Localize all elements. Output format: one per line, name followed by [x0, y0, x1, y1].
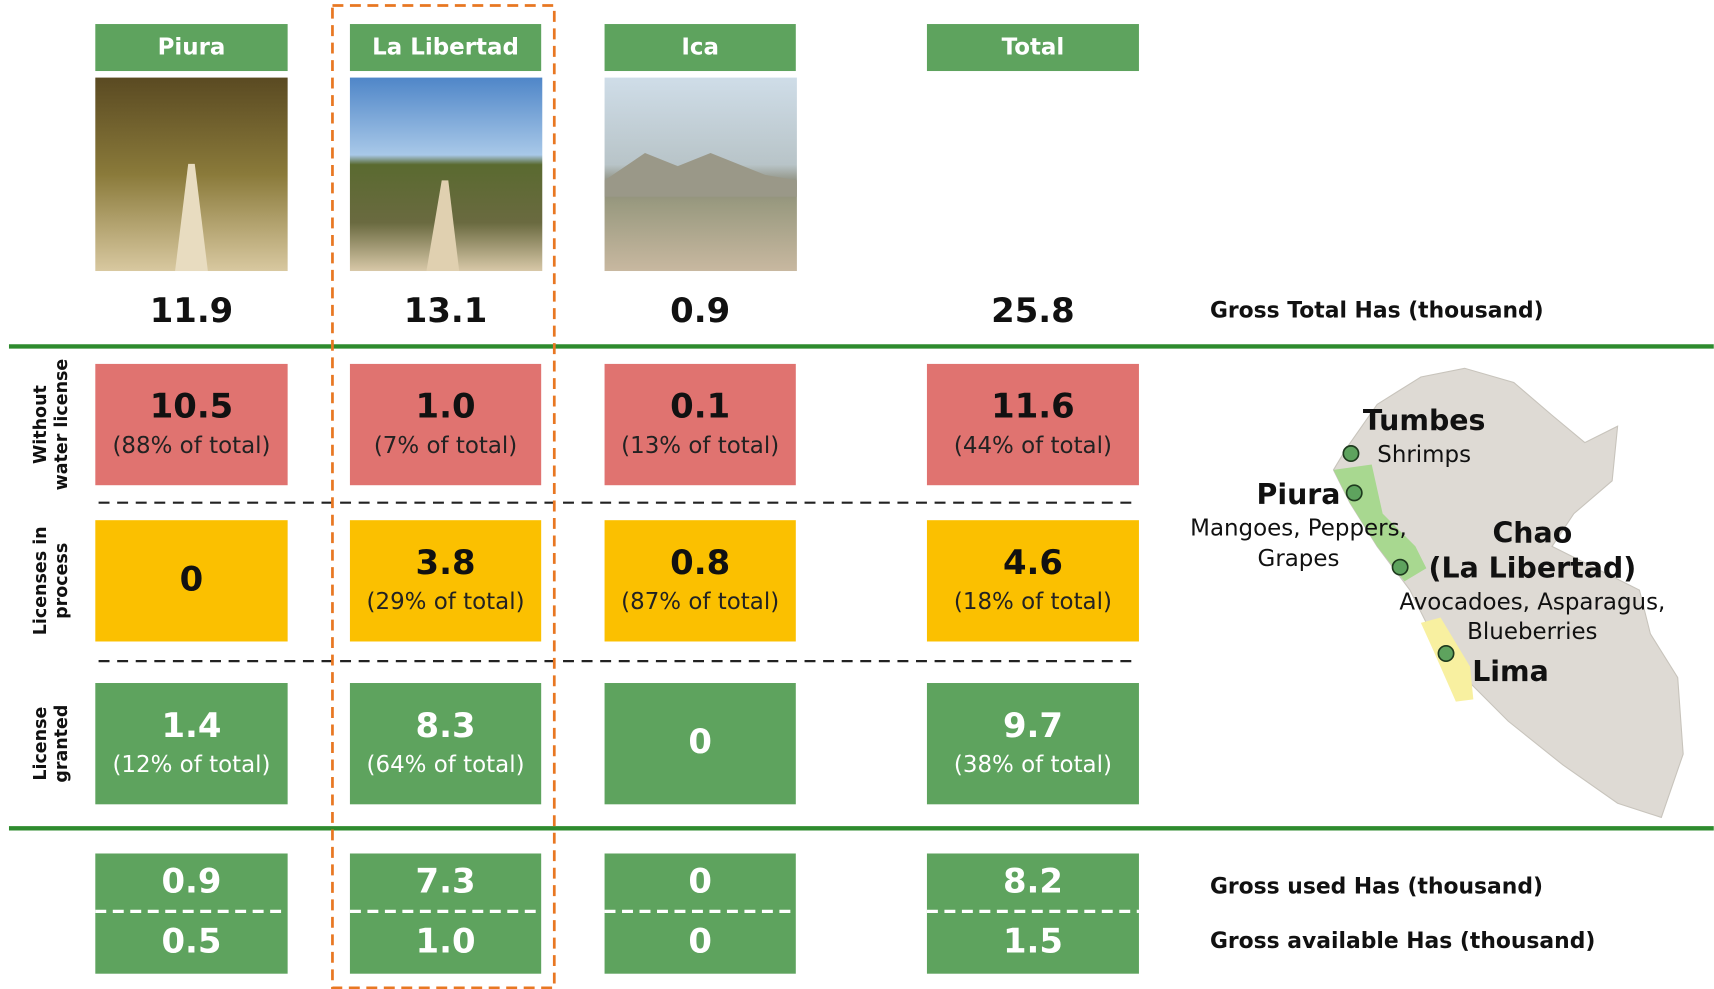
side-label: Gross used Has (thousand)	[1210, 874, 1543, 899]
peru-map	[1332, 367, 1684, 819]
photo-ica	[604, 77, 797, 272]
gross-total: 11.9	[150, 291, 234, 330]
column-header	[95, 24, 288, 72]
cell-value: 10.5	[150, 387, 234, 426]
cell-value: 1.4	[161, 706, 221, 745]
status-cell	[95, 683, 288, 805]
map-crop: Grapes	[1258, 546, 1340, 572]
cell-share: (88% of total)	[112, 433, 270, 459]
status-cell	[604, 683, 796, 805]
cell-value: 0	[688, 722, 712, 761]
status-cell	[926, 520, 1139, 642]
cell-share: (29% of total)	[367, 589, 525, 615]
cell-share: (38% of total)	[954, 752, 1112, 778]
gross-used: 0	[688, 861, 712, 900]
cell-value: 9.7	[1003, 706, 1063, 745]
row-label-line: process	[52, 543, 72, 619]
status-cell	[95, 520, 288, 642]
map-region: Lima	[1472, 655, 1549, 688]
gross-used: 7.3	[416, 861, 476, 900]
cell-share: (13% of total)	[621, 433, 779, 459]
cell-share: (12% of total)	[112, 752, 270, 778]
cell-share: (18% of total)	[954, 589, 1112, 615]
gross-available: 1.5	[1003, 922, 1063, 961]
gross-used: 0.9	[161, 861, 221, 900]
row-label-line: License	[31, 707, 51, 781]
row-label: Licensegranted	[31, 705, 72, 783]
gross-available: 0	[688, 922, 712, 961]
map-crop: Blueberries	[1467, 619, 1597, 645]
usage-cell	[349, 853, 542, 974]
row-label-line: water license	[52, 359, 72, 491]
map-crop: Avocadoes, Asparagus,	[1399, 590, 1665, 616]
gross-available: 1.0	[416, 922, 476, 961]
status-cell	[604, 520, 796, 642]
side-label: Gross Total Has (thousand)	[1210, 298, 1544, 323]
map-crop: Shrimps	[1377, 442, 1471, 468]
status-cell	[604, 363, 796, 486]
photo-piura	[95, 77, 288, 272]
map-crop: Mangoes, Peppers,	[1190, 515, 1407, 541]
row-label-line: Licenses in	[31, 526, 51, 635]
column-header	[349, 24, 542, 72]
cell-value: 4.6	[1003, 543, 1063, 582]
map-region: Tumbes	[1363, 404, 1486, 437]
column-header	[604, 24, 796, 72]
cell-value: 0.1	[670, 387, 730, 426]
cell-value: 11.6	[991, 387, 1075, 426]
column-name: Piura	[158, 35, 226, 61]
photo-la-libertad	[349, 77, 543, 272]
status-cell	[95, 363, 288, 486]
cell-share: (7% of total)	[374, 433, 517, 459]
status-cell	[926, 363, 1139, 486]
status-cell	[349, 520, 542, 642]
column-header	[926, 24, 1139, 72]
gross-available: 0.5	[161, 922, 221, 961]
cell-share: (44% of total)	[954, 433, 1112, 459]
column-name: Total	[1002, 35, 1065, 61]
row-label-line: granted	[52, 705, 72, 783]
gross-total: 0.9	[670, 291, 730, 330]
cell-share: (87% of total)	[621, 589, 779, 615]
row-label: Withoutwater license	[31, 359, 72, 491]
status-cell	[926, 683, 1139, 805]
map-region: Piura	[1257, 478, 1341, 511]
status-cell	[349, 363, 542, 486]
cell-value: 0.8	[670, 543, 730, 582]
row-label: Licenses inprocess	[31, 526, 72, 635]
map-region: Chao	[1492, 516, 1572, 549]
status-cell	[349, 683, 542, 805]
usage-cell	[604, 853, 796, 974]
side-label: Gross available Has (thousand)	[1210, 929, 1595, 954]
cell-value: 0	[180, 559, 204, 598]
gross-used: 8.2	[1003, 861, 1063, 900]
map-region: (La Libertad)	[1429, 551, 1637, 584]
cell-value: 8.3	[416, 706, 476, 745]
usage-cell	[926, 853, 1139, 974]
column-name: La Libertad	[372, 35, 519, 61]
gross-total: 25.8	[991, 291, 1075, 330]
row-label-line: Without	[31, 385, 51, 464]
cell-value: 1.0	[416, 387, 476, 426]
highlight-frame	[331, 4, 556, 989]
cell-share: (64% of total)	[367, 752, 525, 778]
cell-value: 3.8	[416, 543, 476, 582]
usage-cell	[95, 853, 288, 974]
column-name: Ica	[681, 35, 719, 61]
gross-total: 13.1	[404, 291, 488, 330]
